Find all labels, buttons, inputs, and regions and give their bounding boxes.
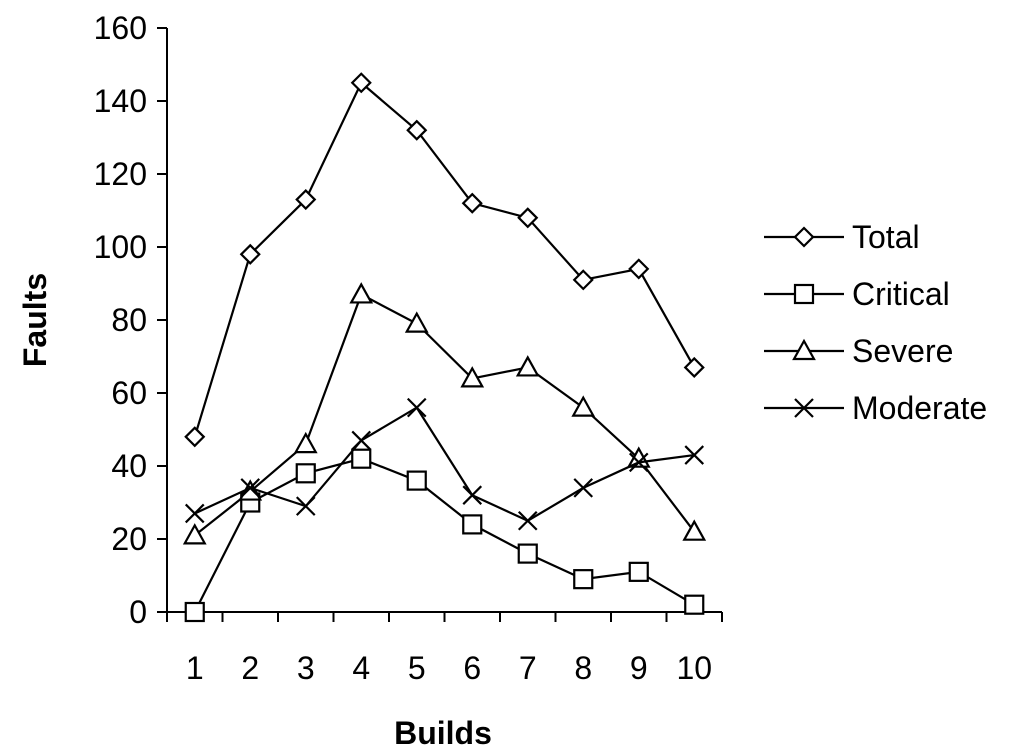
x-tick-label: 10 [676, 650, 712, 686]
data-point-square [295, 463, 316, 484]
legend-marker-triangle [792, 338, 816, 361]
data-point-diamond [239, 243, 261, 265]
legend-marker-x [794, 398, 814, 418]
data-point-diamond [683, 356, 705, 379]
data-point-triangle [404, 311, 429, 333]
x-ticks: 1 2 3 4 5 6 7 8 9 10 [166, 612, 723, 686]
data-point-x [517, 510, 538, 531]
x-tick-label: 5 [408, 650, 426, 686]
data-point-x [351, 430, 372, 451]
data-point-x [684, 445, 705, 465]
legend-label: Severe [852, 333, 953, 369]
legend-marker-diamond [793, 226, 815, 248]
series-total [184, 72, 705, 448]
legend-item-critical: Critical [764, 276, 950, 312]
y-tick-label: 120 [94, 156, 147, 192]
data-point-square [573, 569, 594, 590]
x-tick-label: 8 [574, 650, 592, 686]
data-point-triangle [682, 519, 707, 541]
data-point-diamond [628, 258, 650, 280]
data-point-diamond [517, 207, 539, 229]
series-severe [182, 282, 707, 545]
x-tick-label: 3 [297, 650, 315, 686]
data-point-x [628, 452, 649, 473]
data-point-diamond [350, 72, 372, 94]
series-line [194, 292, 696, 537]
y-tick-label: 60 [111, 375, 147, 411]
series-critical [184, 448, 705, 623]
legend-item-moderate: Moderate [764, 390, 987, 426]
y-axis-title: Faults [17, 273, 53, 367]
series-moderate [184, 397, 705, 531]
y-tick-label: 140 [94, 83, 147, 119]
x-tick-label: 4 [352, 650, 370, 686]
data-point-square [351, 448, 372, 469]
legend-label: Moderate [852, 390, 987, 426]
data-point-diamond [184, 426, 206, 448]
x-tick-label: 2 [241, 650, 259, 686]
data-point-triangle [182, 523, 207, 545]
data-point-triangle [460, 366, 485, 388]
data-point-square [628, 561, 649, 582]
data-point-triangle [571, 395, 596, 417]
data-point-triangle [293, 431, 318, 454]
x-tick-label: 6 [463, 650, 481, 686]
data-point-triangle [515, 355, 540, 377]
y-ticks: 0 20 40 60 80 100 120 140 160 [94, 10, 167, 630]
axes [166, 28, 722, 613]
legend-item-severe: Severe [764, 333, 953, 369]
data-point-diamond [406, 119, 428, 141]
data-point-x [184, 503, 205, 524]
y-tick-label: 160 [94, 10, 147, 46]
y-tick-label: 40 [111, 448, 147, 484]
x-tick-label: 9 [630, 650, 648, 686]
data-point-triangle [349, 282, 374, 304]
data-point-x [573, 478, 594, 498]
legend: Total Critical Severe Moderate [764, 219, 987, 426]
y-tick-label: 80 [111, 302, 147, 338]
data-point-diamond [461, 192, 483, 214]
data-point-square [684, 594, 705, 615]
data-point-x [295, 496, 316, 516]
x-tick-label: 7 [519, 650, 537, 686]
data-point-diamond [295, 188, 317, 211]
data-point-square [406, 470, 427, 491]
x-tick-label: 1 [186, 650, 204, 686]
series-layer [182, 72, 707, 623]
y-tick-label: 100 [94, 229, 147, 265]
data-point-square [517, 543, 538, 564]
data-point-x [462, 485, 483, 505]
legend-marker-square [793, 283, 815, 305]
data-point-x [240, 478, 261, 498]
y-tick-label: 0 [129, 594, 147, 630]
legend-label: Total [852, 219, 920, 255]
data-point-square [184, 601, 205, 623]
series-line [193, 457, 695, 613]
series-line [194, 406, 695, 522]
data-point-x [406, 397, 427, 418]
legend-item-total: Total [764, 219, 920, 255]
y-tick-label: 20 [111, 521, 147, 557]
legend-label: Critical [852, 276, 950, 312]
data-point-diamond [572, 269, 594, 291]
x-axis-title: Builds [394, 715, 492, 751]
series-line [193, 80, 696, 438]
data-point-square [462, 514, 483, 535]
